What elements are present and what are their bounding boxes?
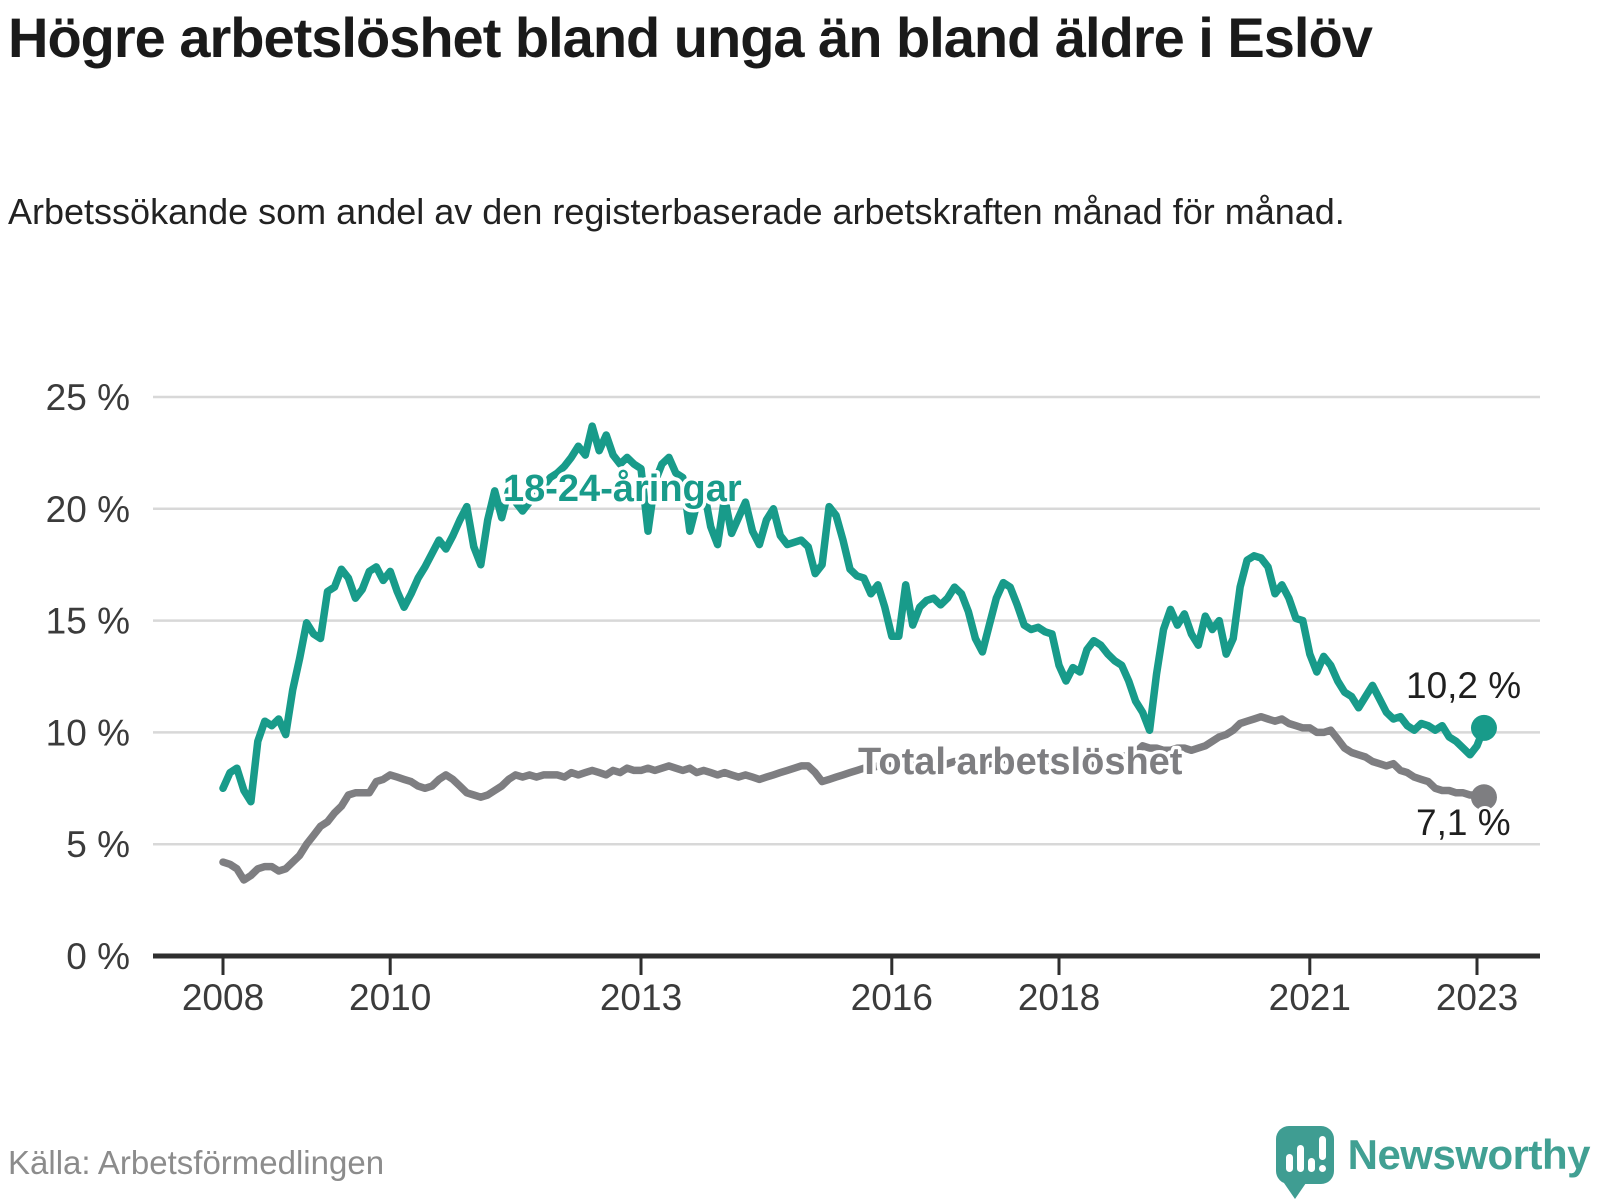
svg-text:0 %: 0 % — [66, 936, 130, 977]
logo-bar-2 — [1296, 1145, 1304, 1172]
end-value-label-youth: 10,2 % — [1406, 665, 1521, 706]
svg-text:2021: 2021 — [1269, 977, 1351, 1018]
newsworthy-brand: Newsworthy — [1275, 1126, 1591, 1199]
logo-bar-1 — [1285, 1154, 1293, 1172]
unemployment-line-chart: 25 %20 %15 %10 %5 %0 % 2008 2010 2013 2016 2… — [46, 377, 1540, 1018]
svg-text:25 %: 25 % — [46, 377, 130, 418]
svg-text:2008: 2008 — [182, 977, 264, 1018]
series-label-total: Total arbetslöshet — [858, 741, 1183, 783]
svg-text:2010: 2010 — [349, 977, 431, 1018]
svg-text:20 %: 20 % — [46, 489, 130, 530]
source-note: Källa: Arbetsförmedlingen — [8, 1144, 385, 1181]
svg-text:2016: 2016 — [851, 977, 933, 1018]
end-value-label-total: 7,1 % — [1416, 802, 1511, 843]
svg-text:2023: 2023 — [1436, 977, 1518, 1018]
newsworthy-wordmark: Newsworthy — [1347, 1131, 1591, 1178]
logo-exclamation-dot — [1318, 1165, 1326, 1172]
svg-text:10 %: 10 % — [46, 712, 130, 753]
x-axis: 2008 2010 2013 2016 2018 2021 2023 — [153, 953, 1540, 1018]
gridlines — [153, 395, 1540, 846]
y-axis-labels: 25 % 20 % 15 % 10 % 5 % 0 % — [46, 377, 130, 977]
page-title: Högre arbetslöshet bland unga än bland ä… — [8, 6, 1373, 69]
svg-text:15 %: 15 % — [46, 601, 130, 642]
logo-bar-3 — [1307, 1158, 1315, 1172]
series-label-youth: 18-24-åringar — [503, 468, 742, 510]
svg-text:2013: 2013 — [600, 977, 682, 1018]
logo-exclamation — [1318, 1136, 1326, 1160]
bar-chart-speech-pin-icon — [1275, 1126, 1334, 1199]
series-lines — [219, 422, 1497, 884]
svg-text:5 %: 5 % — [66, 824, 130, 865]
svg-text:2018: 2018 — [1018, 977, 1100, 1018]
page-subtitle: Arbetssökande som andel av den registerb… — [8, 191, 1345, 232]
